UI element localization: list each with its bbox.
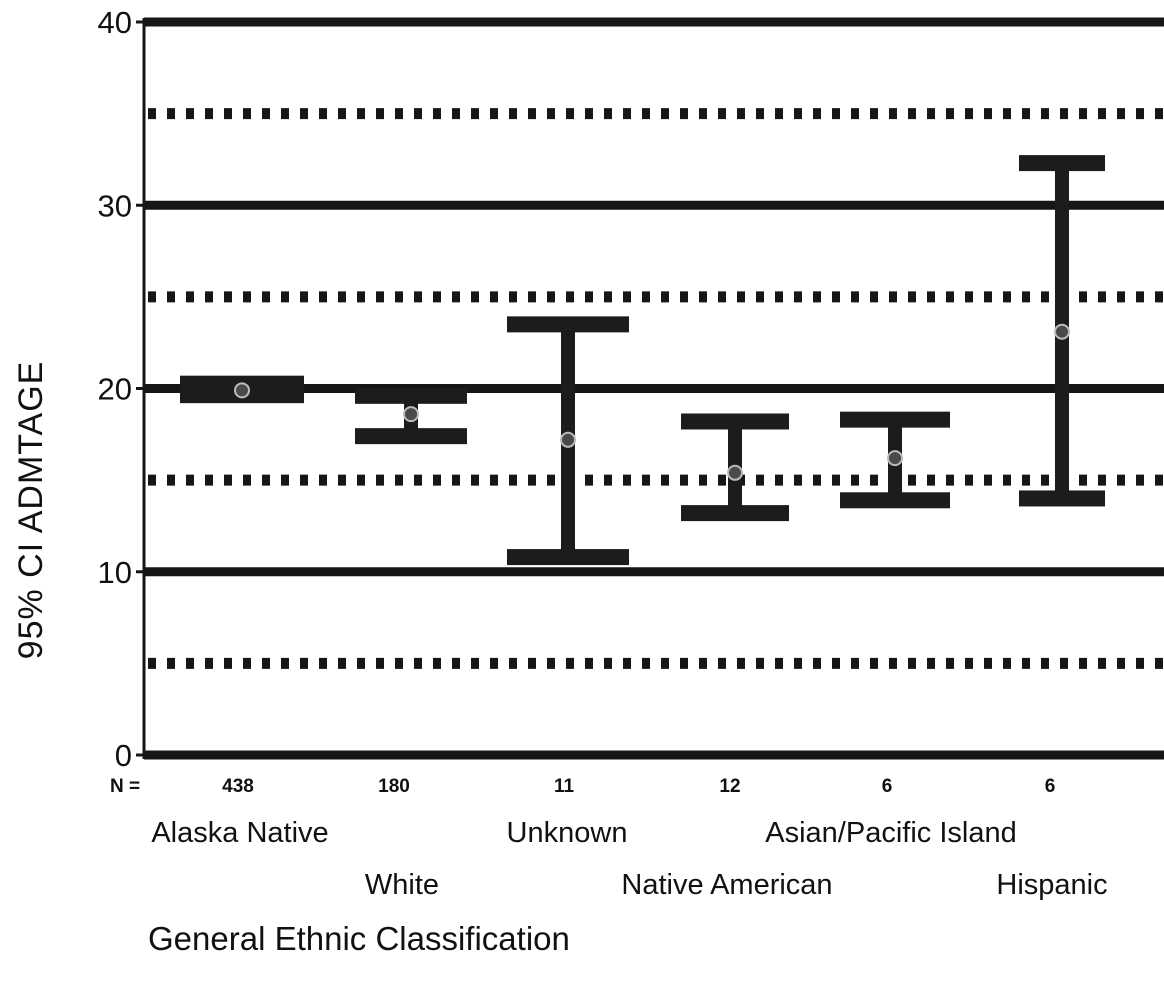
mean-marker <box>887 450 903 467</box>
error-bars <box>180 155 1105 566</box>
ci-lower-cap <box>681 505 789 522</box>
category-label-5: Hispanic <box>996 869 1107 901</box>
x-axis-title: General Ethnic Classification <box>148 920 570 957</box>
category-label-3: Native American <box>621 869 832 901</box>
y-tick-label-10: 10 <box>98 555 132 590</box>
y-axis-ticks: 0 10 20 30 40 <box>98 5 144 773</box>
n-value-3: 12 <box>719 776 740 797</box>
mean-marker <box>234 382 250 399</box>
y-tick-label-0: 0 <box>115 738 132 773</box>
ci-lower-cap <box>1019 490 1105 507</box>
mean-marker <box>403 406 419 423</box>
ci-upper-cap <box>681 413 789 430</box>
category-label-4: Asian/Pacific Island <box>765 817 1016 849</box>
y-tick-label-20: 20 <box>98 372 132 407</box>
error-bar-4 <box>840 411 950 509</box>
ci-upper-cap <box>840 411 950 428</box>
ci-lower-cap <box>840 492 950 509</box>
y-axis-title: 95% CI ADMTAGE <box>12 360 50 660</box>
ci-lower-cap <box>355 428 467 445</box>
mean-marker <box>1054 323 1070 340</box>
n-value-1: 180 <box>378 776 410 797</box>
category-label-2: Unknown <box>507 817 628 849</box>
n-value-0: 438 <box>222 776 254 797</box>
ci-lower-cap <box>507 549 629 566</box>
ci-upper-cap <box>355 387 467 404</box>
category-label-1: White <box>365 869 439 901</box>
y-tick-label-30: 30 <box>98 188 132 223</box>
error-bar-3 <box>681 413 789 522</box>
mean-marker <box>727 464 743 481</box>
error-bar-2 <box>507 316 629 566</box>
x-axis-labels: N = 438 180 11 12 6 6 Alaska Native White Unknown… <box>110 776 1108 901</box>
gridlines <box>144 17 1164 760</box>
error-bar-0 <box>180 375 304 404</box>
category-label-0: Alaska Native <box>151 817 328 849</box>
n-label: N = <box>110 776 140 797</box>
n-value-2: 11 <box>554 776 575 797</box>
n-value-5: 6 <box>1045 776 1056 797</box>
error-bar-5 <box>1019 155 1105 507</box>
error-bar-1 <box>355 387 467 445</box>
y-tick-label-40: 40 <box>98 5 132 40</box>
n-value-4: 6 <box>882 776 893 797</box>
ci-upper-cap <box>1019 155 1105 172</box>
mean-marker <box>560 431 576 448</box>
ci-upper-cap <box>507 316 629 333</box>
